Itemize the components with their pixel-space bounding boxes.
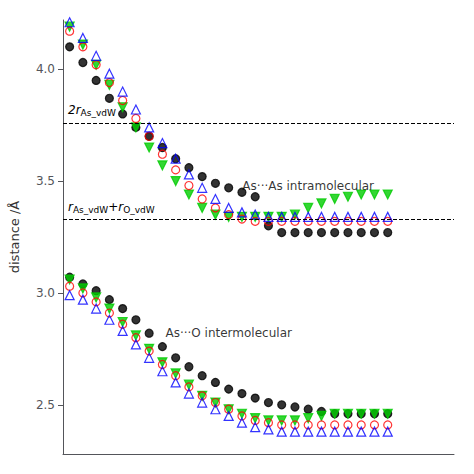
- svg-text:+r: +r: [108, 200, 124, 214]
- svg-text:As···As intramolecular: As···As intramolecular: [242, 179, 374, 193]
- svg-text:As···O intermolecular: As···O intermolecular: [165, 326, 292, 340]
- svg-text:2.5: 2.5: [36, 398, 55, 412]
- svg-text:3.0: 3.0: [36, 286, 55, 300]
- svg-text:O_vdW: O_vdW: [123, 205, 155, 215]
- svg-text:As_vdW: As_vdW: [81, 108, 116, 118]
- svg-text:2r: 2r: [68, 103, 81, 118]
- svg-text:As_vdW: As_vdW: [73, 205, 108, 215]
- svg-text:4.0: 4.0: [36, 62, 55, 76]
- svg-text:3.5: 3.5: [36, 174, 55, 188]
- svg-text:distance /Å: distance /Å: [7, 201, 22, 274]
- svg-text:r: r: [68, 199, 73, 214]
